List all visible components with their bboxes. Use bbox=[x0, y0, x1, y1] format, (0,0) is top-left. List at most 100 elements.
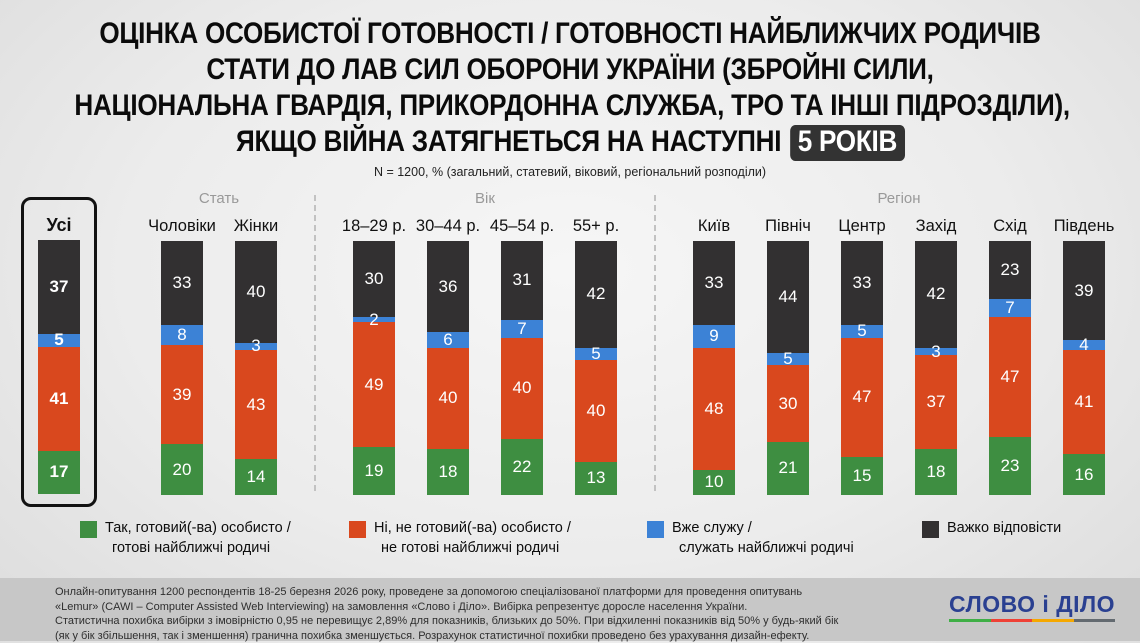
bar-segment-serve: 2 bbox=[353, 310, 395, 329]
title-line: ОЦІНКА ОСОБИСТОЇ ГОТОВНОСТІ / ГОТОВНОСТІ… bbox=[0, 16, 1140, 52]
stacked-bar: 42 3 37 18 bbox=[915, 241, 957, 496]
bar-value: 47 bbox=[1000, 366, 1020, 386]
bar-value: 40 bbox=[512, 378, 532, 398]
bar-value: 37 bbox=[926, 392, 946, 412]
bar-value: 14 bbox=[246, 467, 266, 487]
bar-value: 39 bbox=[172, 384, 192, 404]
stacked-bar: 33 9 48 10 bbox=[693, 241, 735, 495]
bars-row: Усі 37 5 41 17 bbox=[21, 197, 97, 507]
chart-group-Стать: Стать Чоловіки 33 8 39 20 Жінки 40 3 43 14 bbox=[148, 189, 279, 495]
logo-text: СЛОВО і ДІЛО bbox=[949, 591, 1115, 617]
methodology-line: (як у бік збільшення, так і зменшення) г… bbox=[55, 629, 810, 642]
title-line-2: СТАТИ ДО ЛАВ СИЛ ОБОРОНИ УКРАЇНИ (ЗБРОЙН… bbox=[206, 53, 934, 86]
legend-item-yes: Так, готовий(-ва) особисто / готові найб… bbox=[80, 519, 349, 558]
logo-underline-segment bbox=[1073, 619, 1116, 622]
bar-segment-serve: 7 bbox=[989, 298, 1031, 318]
stacked-bar: 44 5 30 21 bbox=[767, 241, 809, 496]
bar-value: 18 bbox=[438, 462, 458, 482]
title-line-1: ОЦІНКА ОСОБИСТОЇ ГОТОВНОСТІ / ГОТОВНОСТІ… bbox=[99, 17, 1041, 50]
bar-segment-no: 40 bbox=[501, 337, 543, 440]
bar-segment-serve: 9 bbox=[693, 324, 735, 348]
bar-column: Північ 44 5 30 21 bbox=[765, 213, 811, 496]
stacked-bar: 23 7 47 23 bbox=[989, 241, 1031, 495]
bar-label: Центр bbox=[838, 217, 886, 235]
bar-segment-hard: 44 bbox=[767, 241, 809, 353]
bar-segment-no: 39 bbox=[161, 345, 203, 445]
bar-value: 7 bbox=[1005, 298, 1015, 318]
bar-value: 22 bbox=[512, 457, 532, 477]
bar-segment-yes: 14 bbox=[235, 459, 277, 495]
legend-label-line: готові найближчі родичі bbox=[112, 539, 271, 556]
bar-value: 40 bbox=[246, 281, 266, 301]
bar-segment-serve: 4 bbox=[1063, 335, 1105, 354]
legend-swatch-hard bbox=[922, 521, 939, 538]
bar-value: 41 bbox=[1074, 392, 1094, 412]
group-header-label: Регіон bbox=[877, 190, 921, 207]
stacked-bar: 39 4 41 16 bbox=[1063, 241, 1105, 495]
bar-segment-hard: 42 bbox=[575, 241, 617, 348]
bar-value: 30 bbox=[778, 393, 798, 413]
title-line-4: ЯКЩО ВІЙНА ЗАТЯГНЕТЬСЯ НА НАСТУПНІ 5 РОКІ… bbox=[236, 124, 905, 161]
bar-segment-serve: 8 bbox=[161, 324, 203, 346]
bar-column: Жінки 40 3 43 14 bbox=[233, 213, 279, 495]
legend-item-hard: Важко відповісти bbox=[922, 519, 1061, 558]
title-line: СТАТИ ДО ЛАВ СИЛ ОБОРОНИ УКРАЇНИ (ЗБРОЙН… bbox=[0, 52, 1140, 88]
stacked-bar: 31 7 40 22 bbox=[501, 241, 543, 495]
bar-segment-no: 40 bbox=[575, 360, 617, 462]
legend: Так, готовий(-ва) особисто / готові найб… bbox=[0, 519, 1140, 558]
bar-value: 42 bbox=[586, 284, 606, 304]
bar-value: 41 bbox=[49, 388, 69, 408]
bar-column: 55+ р. 42 5 40 13 bbox=[572, 213, 620, 495]
bar-label: Жінки bbox=[233, 217, 279, 235]
legend-swatch-no bbox=[349, 521, 366, 538]
bar-value: 3 bbox=[931, 341, 941, 361]
legend-item-serve: Вже служу / служать найближчі родичі bbox=[647, 519, 922, 558]
bar-segment-no: 47 bbox=[841, 337, 883, 457]
bar-segment-no: 30 bbox=[767, 365, 809, 442]
bar-segment-no: 48 bbox=[693, 347, 735, 470]
bar-segment-yes: 19 bbox=[353, 446, 395, 495]
bar-value: 39 bbox=[1074, 280, 1094, 300]
bar-segment-no: 37 bbox=[915, 355, 957, 450]
logo-underline bbox=[949, 619, 1116, 622]
bar-value: 23 bbox=[1000, 260, 1020, 280]
group-divider bbox=[654, 195, 656, 491]
bars-row: 18–29 р. 30 2 49 19 30–44 р. 36 6 40 18 45–54 р. 31… bbox=[342, 213, 620, 495]
stacked-bar: 36 6 40 18 bbox=[427, 241, 469, 495]
title-line-4-text: ЯКЩО ВІЙНА ЗАТЯГНЕТЬСЯ НА НАСТУПНІ bbox=[235, 125, 781, 158]
bar-label: 55+ р. bbox=[572, 217, 620, 235]
bar-label: Південь bbox=[1053, 217, 1115, 235]
bar-segment-hard: 37 bbox=[38, 240, 80, 334]
bar-value: 47 bbox=[852, 387, 872, 407]
bar-value: 20 bbox=[172, 459, 192, 479]
bar-segment-yes: 18 bbox=[915, 449, 957, 496]
stacked-bar: 33 8 39 20 bbox=[161, 241, 203, 495]
group-header-label: Вік bbox=[475, 190, 495, 207]
logo-underline-segment bbox=[990, 619, 1033, 622]
bar-segment-yes: 18 bbox=[427, 449, 469, 495]
legend-label-line: служать найближчі родичі bbox=[679, 539, 854, 556]
bar-segment-yes: 15 bbox=[841, 456, 883, 495]
bar-value: 19 bbox=[364, 460, 384, 480]
bar-segment-serve: 3 bbox=[915, 342, 957, 361]
bar-segment-hard: 40 bbox=[235, 241, 277, 343]
bar-value: 33 bbox=[704, 272, 724, 292]
bar-segment-serve: 6 bbox=[427, 330, 469, 349]
bar-segment-serve: 3 bbox=[235, 336, 277, 355]
methodology-line: «Lemur» (CAWI – Computer Assisted Web In… bbox=[55, 600, 748, 613]
bar-column: 30–44 р. 36 6 40 18 bbox=[416, 213, 480, 495]
bars-row: Чоловіки 33 8 39 20 Жінки 40 3 43 14 bbox=[148, 213, 279, 495]
bar-segment-yes: 10 bbox=[693, 469, 735, 495]
bar-segment-hard: 39 bbox=[1063, 241, 1105, 341]
bar-value: 4 bbox=[1079, 335, 1089, 355]
bar-segment-hard: 23 bbox=[989, 241, 1031, 300]
bar-column: Південь 39 4 41 16 bbox=[1054, 213, 1114, 495]
bar-label: Північ bbox=[765, 217, 811, 235]
legend-label-line: не готові найближчі родичі bbox=[381, 539, 560, 556]
bar-segment-yes: 21 bbox=[767, 441, 809, 496]
bar-segment-serve: 5 bbox=[767, 349, 809, 368]
bar-value: 3 bbox=[251, 336, 261, 356]
slovo-i-dilo-logo: СЛОВО і ДІЛО bbox=[949, 591, 1116, 622]
title-line-3: НАЦІОНАЛЬНА ГВАРДІЯ, ПРИКОРДОННА СЛУЖБА,… bbox=[74, 89, 1070, 122]
stacked-bar: 40 3 43 14 bbox=[235, 241, 277, 495]
